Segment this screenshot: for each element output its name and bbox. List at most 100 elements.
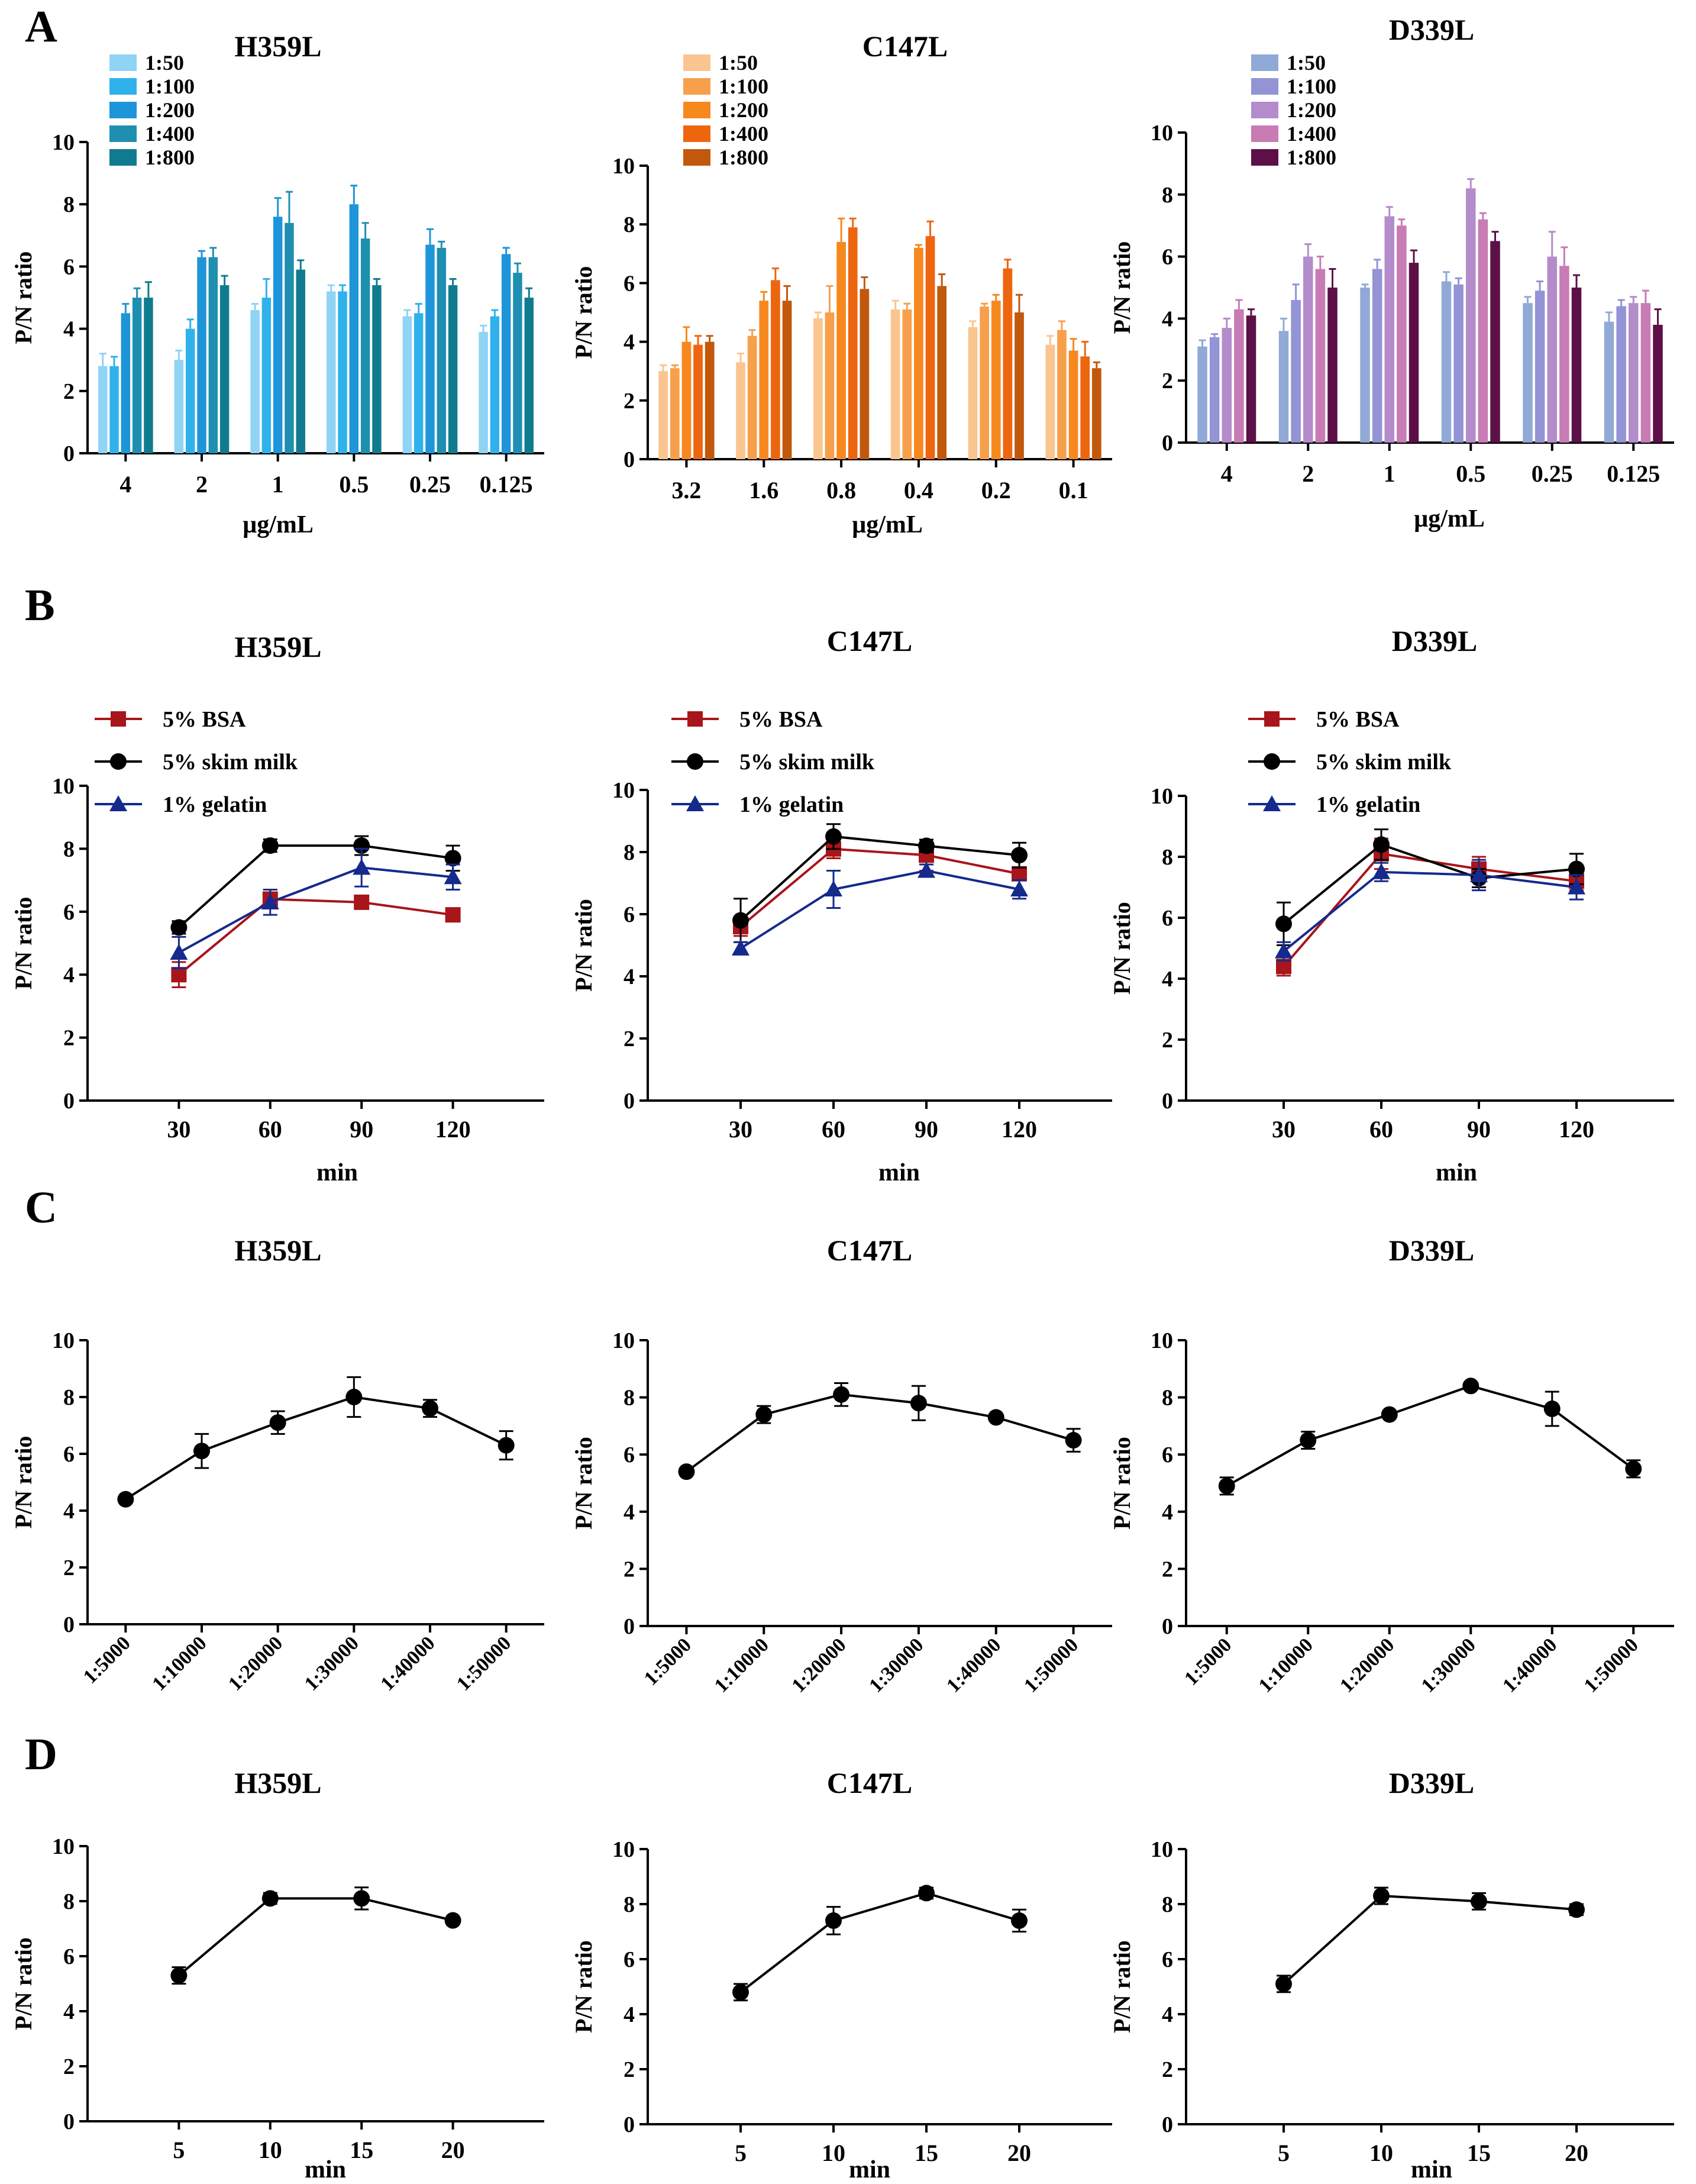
marker-square (354, 894, 370, 910)
marker-triangle (1275, 942, 1293, 959)
marker-circle (755, 1406, 773, 1423)
bar (937, 286, 947, 459)
series-line (178, 866, 453, 954)
panel-label-b: B (25, 580, 55, 630)
bar (1604, 321, 1614, 443)
x-tick-label: 120 (435, 1116, 471, 1143)
x-tick-label: 1:20000 (1336, 1634, 1398, 1696)
x-tick-label: 120 (1002, 1116, 1037, 1143)
x-tick-label: 4 (1221, 460, 1233, 487)
marker-triangle (1010, 880, 1028, 896)
legend-swatch (683, 102, 710, 118)
bar (1068, 350, 1078, 459)
legend-swatch (683, 78, 710, 95)
y-tick-label: 8 (63, 1385, 75, 1410)
marker-circle (193, 1443, 210, 1460)
bar (437, 247, 447, 453)
marker-square (1264, 711, 1280, 727)
chart-title: D339L (1392, 624, 1477, 657)
bar (1057, 330, 1067, 459)
bar (1360, 288, 1370, 443)
legend-label: 1% gelatin (163, 792, 267, 817)
x-tick-label: 1:30000 (1417, 1634, 1480, 1696)
bar (890, 309, 900, 459)
bar (1441, 281, 1452, 443)
legend-label: 1:50 (1287, 51, 1326, 75)
marker-circle (1625, 1460, 1642, 1477)
legend-label: 5% BSA (163, 707, 246, 732)
bar (296, 269, 305, 453)
x-tick-label: 60 (259, 1116, 282, 1143)
chart-c-d339l: 0 2 4 6 8 10 P/N ratio D339L 1:5000 1:10000 1:2000… (1109, 1234, 1674, 1697)
bar (448, 285, 458, 453)
legend-label: 1:100 (145, 75, 195, 98)
chart-title: D339L (1389, 13, 1474, 46)
y-tick-label: 4 (624, 2002, 635, 2027)
bar (490, 316, 500, 453)
legend-label: 5% skim milk (163, 750, 298, 775)
x-tick-label: 1:40000 (1498, 1634, 1561, 1696)
legend-swatch (109, 125, 137, 142)
x-axis-title: min (878, 1159, 920, 1186)
y-axis-title: P/N ratio (1109, 902, 1135, 995)
bar (980, 307, 989, 459)
y-tick-label: 8 (624, 840, 635, 865)
y-axis-title: P/N ratio (570, 266, 597, 359)
chart-title: C147L (827, 624, 912, 657)
x-tick-label: 90 (915, 1116, 938, 1143)
x-tick-label: 90 (1467, 1116, 1491, 1143)
series-line (178, 1897, 454, 1977)
y-tick-label: 10 (52, 130, 75, 155)
x-tick-label: 20 (1007, 2140, 1031, 2166)
legend-label: 1:200 (719, 98, 768, 122)
y-tick-label: 8 (624, 212, 635, 237)
bar (1629, 303, 1639, 443)
y-tick-label: 4 (1162, 967, 1173, 992)
x-axis-title: min (1411, 2156, 1452, 2183)
bar (1559, 266, 1569, 443)
series-line (1283, 1895, 1577, 1985)
x-tick-label: 15 (915, 2140, 938, 2166)
marker-circle (1373, 1888, 1390, 1905)
legend-label: 1:100 (719, 75, 768, 98)
y-tick-label: 10 (1151, 121, 1173, 146)
legend-swatch (1251, 125, 1278, 142)
bar (1015, 312, 1024, 459)
y-tick-label: 2 (624, 389, 635, 414)
marker-circle (444, 1912, 461, 1929)
y-tick-label: 2 (63, 1026, 75, 1051)
x-tick-label: 15 (350, 2137, 373, 2163)
bar (185, 328, 195, 453)
x-tick-label: 20 (441, 2137, 465, 2163)
marker-circle (170, 1967, 188, 1984)
chart-title: C147L (862, 30, 948, 63)
marker-circle (1381, 1406, 1398, 1423)
series-line (178, 898, 453, 976)
bar (1372, 269, 1382, 443)
legend-swatch (683, 149, 710, 166)
bar (1409, 263, 1419, 443)
legend: 5% BSA 5% skim milk 1% gelatin (95, 707, 298, 817)
x-axis-title: min (1436, 1159, 1477, 1186)
bar (174, 360, 184, 453)
x-tick-label: 5 (173, 2137, 185, 2163)
x-tick-label: 1:20000 (787, 1634, 850, 1696)
series-line (686, 1393, 1074, 1473)
bar (338, 291, 347, 453)
y-tick-label: 2 (63, 379, 75, 404)
bar (860, 289, 870, 459)
y-tick-label: 2 (1162, 2057, 1173, 2082)
y-tick-label: 2 (1162, 369, 1173, 393)
bar (1397, 225, 1407, 443)
bar (736, 362, 745, 459)
marker-circle (110, 753, 127, 770)
bar (914, 247, 923, 459)
y-tick-label: 0 (63, 2109, 75, 2134)
x-tick-label: 1:10000 (710, 1634, 773, 1696)
x-tick-label: 0.125 (1607, 460, 1660, 487)
x-tick-label: 0.25 (1532, 460, 1573, 487)
marker-triangle (918, 862, 935, 878)
series-line (739, 869, 1020, 950)
chart-c-c147l: 0 2 4 6 8 10 P/N ratio C147L 1:5000 1:10000 1:2000… (570, 1234, 1112, 1697)
marker-triangle (109, 795, 127, 811)
